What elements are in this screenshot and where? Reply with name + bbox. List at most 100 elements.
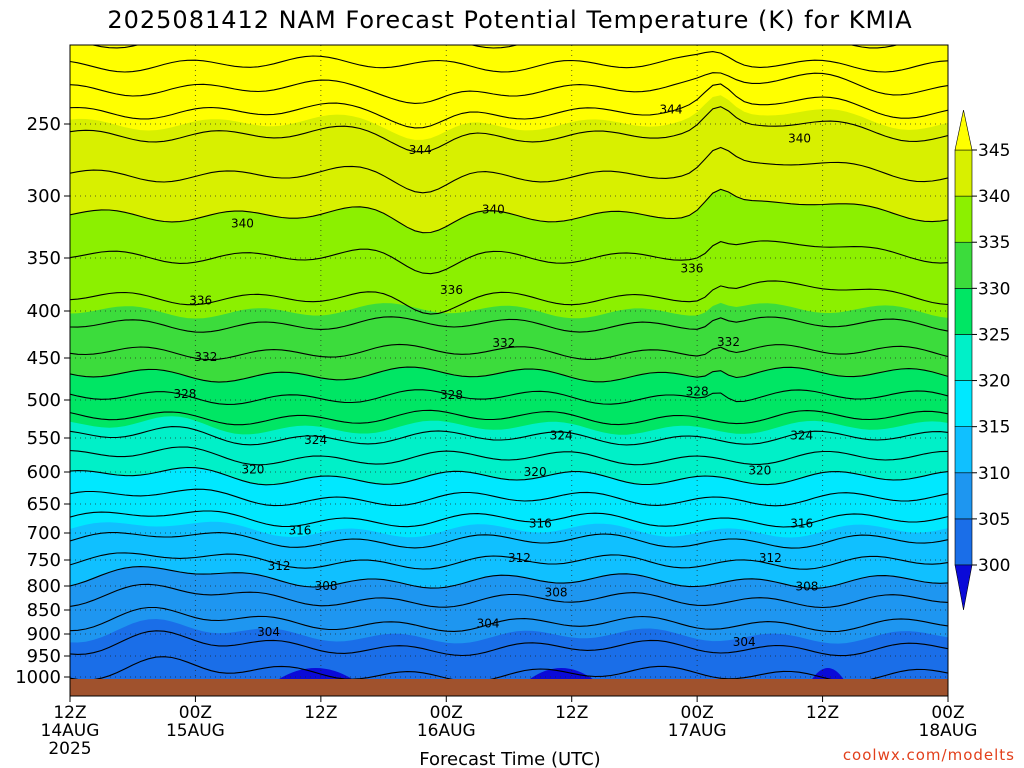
contour-line-322 bbox=[70, 446, 948, 466]
contour-label: 328 bbox=[174, 387, 197, 401]
contour-label: 320 bbox=[748, 464, 771, 478]
plot-frame bbox=[69, 44, 949, 697]
x-tick-label: 17AUG bbox=[668, 721, 727, 741]
x-tick-label: 12Z bbox=[53, 703, 86, 723]
cold-pocket-1 bbox=[279, 668, 353, 679]
y-tick-label: 900 bbox=[27, 624, 61, 645]
x-tick-label: 18AUG bbox=[919, 721, 978, 741]
colorbar-swatch-315 bbox=[954, 380, 973, 427]
contour-line-334 bbox=[70, 316, 948, 333]
y-axis: 250 300 350 400 450 500 550 600 650 700 750 800 850 9… bbox=[15, 114, 70, 688]
x-tick-label: 14AUG bbox=[41, 721, 100, 741]
colorbar-label: 310 bbox=[978, 464, 1010, 484]
contour-labels: 344 344 340 340 340 336 336 336 332 332 332 328 328 3… bbox=[174, 103, 819, 649]
y-tick-label: 650 bbox=[27, 494, 61, 515]
y-tick-label: 950 bbox=[27, 646, 61, 667]
contour-label: 312 bbox=[268, 559, 291, 573]
contour-label: 336 bbox=[189, 293, 212, 307]
contour-label: 340 bbox=[482, 203, 505, 217]
y-tick-label: 250 bbox=[27, 114, 61, 135]
contour-line-328 bbox=[70, 389, 948, 405]
contour-line-316 bbox=[70, 510, 948, 528]
contour-line-344 bbox=[70, 106, 948, 153]
contour-label: 336 bbox=[440, 283, 463, 297]
contour-line-346 bbox=[70, 83, 948, 129]
contour-line-310 bbox=[70, 566, 948, 589]
contour-label: 304 bbox=[733, 635, 756, 649]
cold-pocket-2 bbox=[529, 668, 593, 679]
contour-label: 308 bbox=[795, 579, 818, 593]
colorbar-label: 320 bbox=[978, 372, 1010, 392]
contour-line-324 bbox=[70, 426, 948, 446]
contour-line-342 bbox=[70, 146, 948, 194]
contour-line-320 bbox=[70, 466, 948, 486]
x-axis-label: Forecast Time (UTC) bbox=[419, 749, 600, 768]
colorbar-swatch-320 bbox=[954, 334, 973, 381]
colorbar-label: 340 bbox=[978, 187, 1010, 207]
x-tick-label: 15AUG bbox=[166, 721, 225, 741]
colorbar-label: 315 bbox=[978, 418, 1010, 438]
contour-line-302 bbox=[70, 656, 948, 679]
x-tick-label: 00Z bbox=[931, 703, 964, 723]
x-tick-label: 12Z bbox=[806, 703, 839, 723]
contour-line-340 bbox=[70, 188, 948, 234]
contour-label: 324 bbox=[790, 429, 813, 443]
x-tick-label: 00Z bbox=[430, 703, 463, 723]
contour-line-312 bbox=[70, 552, 948, 570]
colorbar-label: 305 bbox=[978, 510, 1010, 530]
y-tick-label: 550 bbox=[27, 428, 61, 449]
x-tick-label: 16AUG bbox=[417, 721, 476, 741]
colorbar-swatch-330 bbox=[954, 241, 973, 289]
contour-line-330 bbox=[70, 366, 948, 383]
contour-label: 324 bbox=[304, 433, 327, 447]
contour-line-350 bbox=[70, 51, 948, 73]
colorbar-swatch-300 bbox=[954, 518, 973, 566]
contour-label: 320 bbox=[241, 462, 264, 476]
contour-label: 332 bbox=[717, 335, 740, 349]
contour-label: 336 bbox=[680, 262, 703, 276]
y-tick-label: 300 bbox=[27, 186, 61, 207]
colorbar-above-arrow bbox=[954, 109, 973, 151]
contour-label: 320 bbox=[524, 465, 547, 479]
filled-contours bbox=[70, 45, 948, 679]
contour-line-338 bbox=[70, 240, 948, 275]
contour-label: 316 bbox=[529, 517, 552, 531]
plot-area: 344 344 340 340 340 336 336 336 332 332 332 328 328 3… bbox=[69, 44, 949, 697]
contour-label: 332 bbox=[492, 336, 515, 350]
contour-label: 312 bbox=[508, 551, 531, 565]
ground-surface bbox=[70, 679, 948, 696]
contour-label: 312 bbox=[759, 551, 782, 565]
contour-line-336 bbox=[70, 280, 948, 315]
contour-label: 316 bbox=[288, 524, 311, 538]
colorbar-label: 330 bbox=[978, 279, 1010, 299]
contour-label: 340 bbox=[788, 131, 811, 145]
cold-pockets bbox=[279, 668, 844, 679]
contour-label: 328 bbox=[440, 388, 463, 402]
y-tick-label: 350 bbox=[27, 248, 61, 269]
contour-label: 328 bbox=[686, 385, 709, 399]
contour-line-318 bbox=[70, 488, 948, 507]
colorbar-label: 345 bbox=[978, 141, 1010, 161]
contour-label: 304 bbox=[257, 625, 280, 639]
chart-title: 2025081412 NAM Forecast Potential Temper… bbox=[107, 6, 912, 34]
contour-label: 304 bbox=[477, 616, 500, 630]
colorbar: 300 305 310 315 320 325 330 335 340 345 bbox=[954, 109, 1010, 611]
y-tick-label: 500 bbox=[27, 390, 61, 411]
contour-line-314 bbox=[70, 532, 948, 549]
contour-label: 316 bbox=[790, 517, 813, 531]
colorbar-swatch-305 bbox=[954, 472, 973, 520]
contour-line-304 bbox=[70, 630, 948, 657]
contour-label: 332 bbox=[194, 350, 217, 364]
colorbar-label: 300 bbox=[978, 556, 1010, 576]
contour-line-306 bbox=[70, 606, 948, 633]
x-tick-label: 12Z bbox=[555, 703, 588, 723]
contour-line-332 bbox=[70, 343, 948, 361]
colorbar-below-arrow bbox=[954, 564, 973, 611]
x-tick-label: 2025 bbox=[48, 739, 91, 759]
contour-label: 324 bbox=[550, 429, 573, 443]
x-tick-label: 00Z bbox=[681, 703, 714, 723]
contour-label: 344 bbox=[409, 143, 432, 157]
contour-line-326 bbox=[70, 409, 948, 426]
y-tick-label: 850 bbox=[27, 600, 61, 621]
